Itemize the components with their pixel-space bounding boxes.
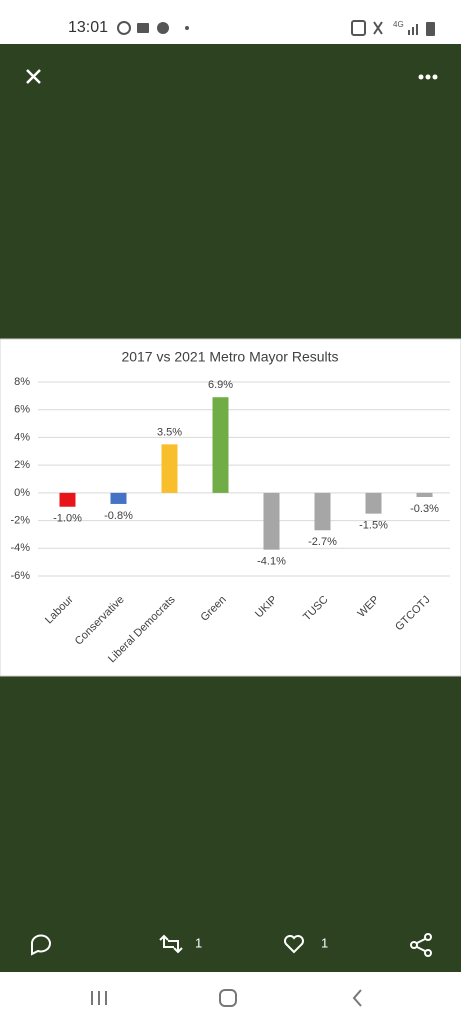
value-label: 6.9% (208, 379, 233, 391)
like-count: 1 (321, 935, 328, 950)
chart-title: 2017 vs 2021 Metro Mayor Results (121, 349, 338, 365)
y-tick-label: 8% (14, 376, 30, 388)
value-label: 3.5% (157, 426, 182, 438)
y-tick-label: 6% (14, 404, 30, 416)
more-button[interactable] (418, 74, 438, 80)
reply-button[interactable] (30, 934, 51, 956)
y-tick-label: -6% (10, 570, 30, 582)
retweet-button[interactable] (159, 934, 183, 954)
close-button[interactable] (26, 69, 41, 84)
bar (59, 492, 76, 507)
y-tick-label: -2% (10, 514, 30, 526)
value-label: -0.3% (410, 503, 439, 515)
chart-image[interactable] (0, 338, 461, 677)
status-time: 13:01 (68, 19, 108, 36)
action-icons (30, 933, 432, 957)
y-tick-label: -4% (10, 542, 30, 554)
status-icons: 4G (117, 20, 435, 36)
svg-text:4G: 4G (393, 20, 404, 29)
bar (416, 492, 433, 498)
value-label: -0.8% (104, 510, 133, 522)
home-button[interactable] (219, 989, 237, 1007)
bar (263, 492, 280, 550)
bar (314, 492, 331, 531)
value-label: -4.1% (257, 556, 286, 568)
like-button[interactable] (284, 935, 304, 954)
value-label: -1.0% (53, 513, 82, 525)
y-tick-label: 2% (14, 459, 30, 471)
back-button[interactable] (352, 989, 362, 1007)
bar (212, 397, 229, 493)
chart: -6%-4%-2%0%2%4%6%8%-1.0%Labour-0.8%Conse… (10, 376, 450, 665)
status-bar (0, 0, 461, 44)
bar (161, 444, 178, 493)
bar (365, 492, 382, 514)
share-button[interactable] (410, 933, 432, 957)
recents-button[interactable] (91, 991, 107, 1005)
nav-bar (0, 972, 461, 1024)
nav-buttons (91, 989, 362, 1007)
y-tick-label: 0% (14, 487, 30, 499)
y-tick-label: 4% (14, 431, 30, 443)
value-label: -2.7% (308, 536, 337, 548)
bar (110, 492, 127, 504)
retweet-count: 1 (195, 935, 202, 950)
value-label: -1.5% (359, 520, 388, 532)
